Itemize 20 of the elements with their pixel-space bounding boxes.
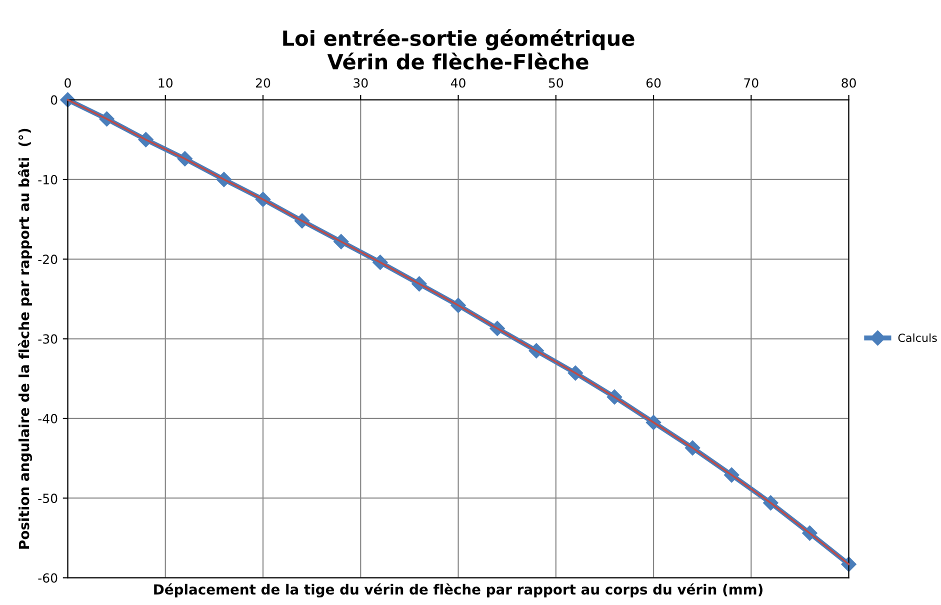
x-tick-label: 20 — [256, 78, 270, 88]
x-tick-label: 0 — [64, 78, 71, 88]
legend-label: Calculs — [898, 333, 937, 342]
y-tick-label: -50 — [38, 494, 58, 504]
x-tick-label: 50 — [548, 78, 564, 88]
x-tick-label: 70 — [744, 78, 758, 88]
x-tick-label: 10 — [158, 78, 173, 88]
y-tick-label: -60 — [38, 573, 58, 583]
x-tick-label: 30 — [354, 78, 368, 88]
y-tick-label: -40 — [38, 414, 58, 424]
x-tick-label: 40 — [450, 78, 466, 88]
y-tick-label: -10 — [38, 174, 58, 184]
y-axis-title: Position angulaire de la flèche par rapport au bâti (°) — [18, 128, 32, 549]
y-tick-label: -20 — [38, 254, 58, 264]
x-tick-label: 80 — [842, 78, 856, 88]
x-axis-title: Déplacement de la tige du vérin de flèche par rapport au corps du vérin (mm) — [154, 583, 762, 598]
y-tick-label: 0 — [50, 95, 58, 105]
x-tick-label: 60 — [646, 78, 661, 88]
y-tick-label: -30 — [38, 334, 58, 344]
chart-title: Loi entrée-sortie géométrique Vérin de flèche-Flèche — [283, 29, 634, 70]
